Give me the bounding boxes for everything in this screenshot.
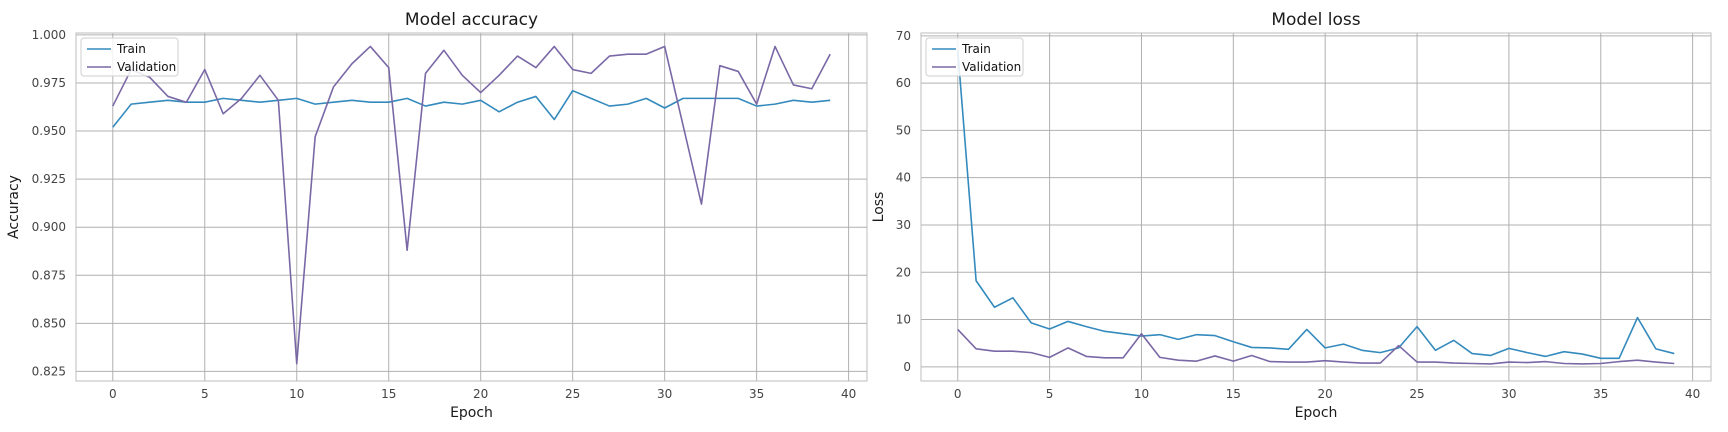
legend-label-validation: Validation	[117, 60, 176, 74]
y-tick-label: 0.900	[32, 220, 66, 234]
y-tick-label: 0.925	[32, 172, 66, 186]
legend: Train Validation	[925, 37, 1024, 77]
series-line-validation	[957, 328, 1675, 365]
x-axis-label: Epoch	[450, 405, 493, 421]
chart-1: 0 5 10 15 20 25 30 35 40 0 10 20 30 40 50 60 70 Model los…	[871, 10, 1712, 421]
chart-title: Model accuracy	[405, 10, 538, 30]
y-axis-label: Accuracy	[6, 175, 22, 239]
y-tick-label: 60	[896, 76, 911, 90]
series-line-validation	[112, 45, 831, 365]
x-tick-label: 15	[1226, 387, 1241, 401]
x-tick-label: 15	[381, 387, 396, 401]
x-tick-label: 5	[201, 387, 209, 401]
x-axis-label: Epoch	[1295, 405, 1338, 421]
plot-frame	[920, 32, 1712, 382]
charts-root: 0 5 10 15 20 25 30 35 40 0.825 0.850 0.875 0.900 0.92…	[6, 10, 1712, 421]
plot-frame	[75, 32, 868, 382]
y-tick-label: 30	[896, 218, 911, 232]
x-tick-label: 35	[1593, 387, 1608, 401]
y-tick-label: 40	[896, 171, 911, 185]
x-tick-label: 25	[1409, 387, 1424, 401]
y-tick-label: 0.850	[32, 316, 66, 330]
legend-label-validation: Validation	[962, 60, 1021, 74]
x-tick-label: 5	[1046, 387, 1054, 401]
y-tick-label: 0.825	[32, 364, 66, 378]
y-tick-label: 70	[896, 29, 911, 43]
y-tick-label: 0.875	[32, 268, 66, 282]
y-axis-label: Loss	[871, 192, 887, 223]
y-tick-label: 0	[903, 360, 911, 374]
legend-label-train: Train	[961, 42, 991, 56]
series-line-train	[956, 49, 1675, 360]
y-tick-label: 50	[896, 123, 911, 137]
x-tick-label: 20	[1318, 387, 1333, 401]
y-tick-label: 0.975	[32, 76, 66, 90]
x-tick-label: 0	[954, 387, 962, 401]
x-tick-label: 10	[289, 387, 304, 401]
plot-area	[921, 33, 1711, 381]
x-tick-label: 20	[473, 387, 488, 401]
chart-0: 0 5 10 15 20 25 30 35 40 0.825 0.850 0.875 0.900 0.92…	[6, 10, 868, 421]
x-tick-label: 40	[841, 387, 856, 401]
x-tick-label: 40	[1685, 387, 1700, 401]
x-tick-label: 35	[749, 387, 764, 401]
x-tick-label: 30	[1501, 387, 1516, 401]
y-tick-label: 0.950	[32, 124, 66, 138]
chart-title: Model loss	[1271, 10, 1360, 30]
y-tick-label: 10	[896, 313, 911, 327]
x-tick-label: 0	[109, 387, 117, 401]
x-tick-label: 30	[657, 387, 672, 401]
plot-area	[76, 33, 867, 381]
legend: Train Validation	[80, 37, 179, 77]
y-tick-label: 20	[896, 265, 911, 279]
x-tick-label: 25	[565, 387, 580, 401]
legend-label-train: Train	[116, 42, 146, 56]
y-tick-label: 1.000	[32, 28, 66, 42]
series-line-train	[112, 89, 831, 128]
x-tick-label: 10	[1134, 387, 1149, 401]
